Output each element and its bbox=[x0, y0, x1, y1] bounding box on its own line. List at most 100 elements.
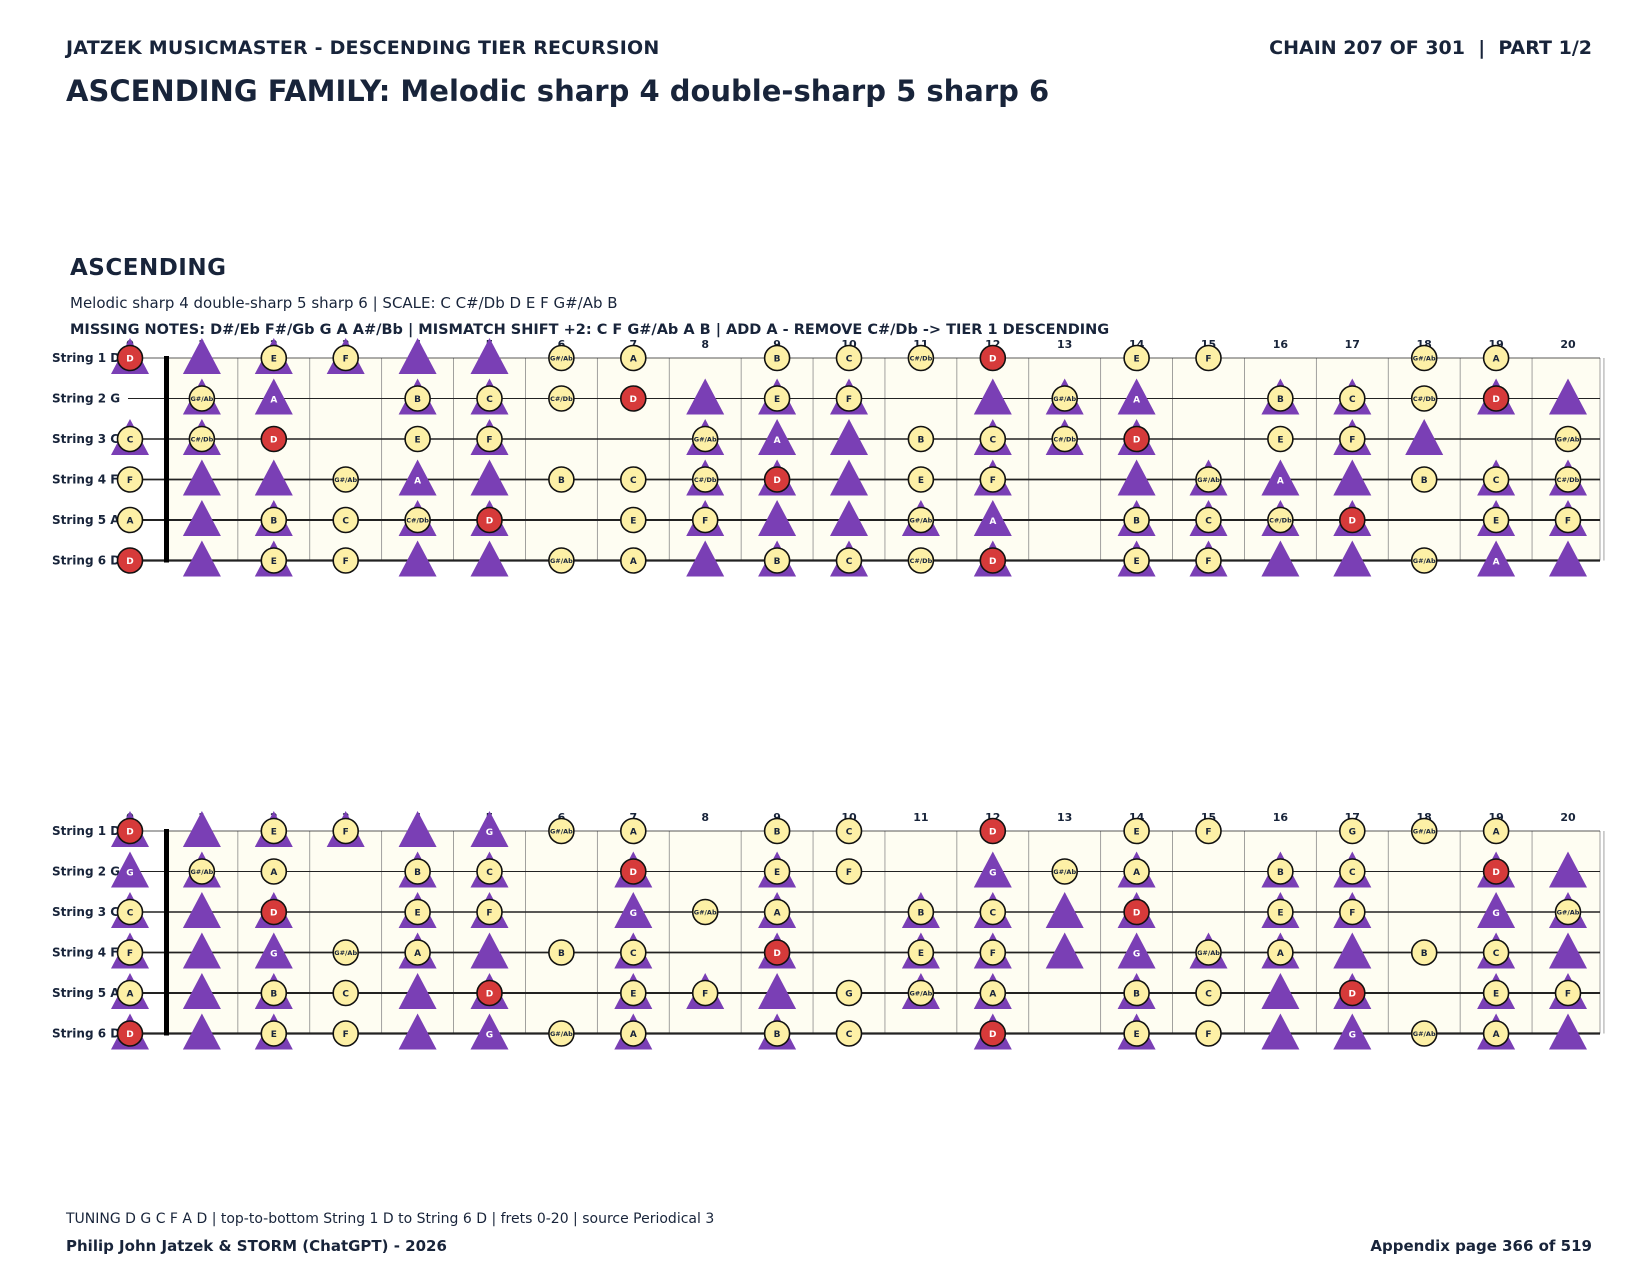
note-marker bbox=[1051, 425, 1078, 453]
fret-number: 9 bbox=[773, 338, 781, 351]
string-label: String 1 D bbox=[52, 351, 120, 365]
fret-number: 17 bbox=[1345, 338, 1360, 351]
note-marker bbox=[1267, 939, 1294, 966]
note-marker bbox=[1339, 817, 1366, 845]
note-marker bbox=[116, 506, 144, 534]
note-marker bbox=[1267, 506, 1294, 534]
note-label: D bbox=[270, 436, 277, 446]
note-label: F bbox=[702, 990, 708, 1000]
note-label: C bbox=[1349, 868, 1356, 878]
note-label: D bbox=[270, 909, 277, 919]
note-label: B bbox=[270, 990, 277, 1000]
note-label: F bbox=[1205, 355, 1211, 365]
interval-triangle-marker bbox=[1117, 378, 1156, 415]
note-label: A bbox=[414, 477, 421, 487]
interval-triangle-marker bbox=[182, 500, 221, 536]
interval-triangle-marker bbox=[398, 459, 437, 496]
note-label: C bbox=[127, 436, 134, 446]
note-label: C bbox=[989, 909, 996, 919]
note-label: C#/Db bbox=[550, 395, 573, 403]
note-label: E bbox=[1493, 990, 1499, 1000]
note-marker bbox=[1123, 979, 1150, 1007]
root-note-marker bbox=[116, 817, 144, 845]
interval-triangle-marker bbox=[1549, 1013, 1587, 1050]
note-label: G bbox=[486, 828, 493, 838]
scale-line: Melodic sharp 4 double-sharp 5 sharp 6 |… bbox=[70, 294, 618, 312]
note-label: B bbox=[774, 557, 781, 567]
note-marker bbox=[1410, 1020, 1438, 1047]
note-marker bbox=[260, 506, 288, 534]
interval-triangle-marker bbox=[973, 851, 1012, 888]
root-note-marker bbox=[979, 817, 1007, 845]
interval-triangle-marker bbox=[182, 459, 221, 496]
interval-triangle-marker bbox=[614, 892, 653, 928]
interval-triangle-marker bbox=[1117, 932, 1156, 969]
note-label: B bbox=[917, 436, 924, 446]
note-label: F bbox=[990, 949, 996, 959]
note-marker bbox=[1195, 939, 1222, 966]
note-label: A bbox=[774, 909, 781, 919]
note-label: F bbox=[990, 476, 996, 486]
note-marker bbox=[1410, 466, 1438, 493]
note-marker bbox=[260, 817, 288, 845]
note-label: E bbox=[774, 868, 780, 878]
note-marker bbox=[1554, 979, 1582, 1007]
note-label: C#/Db bbox=[1413, 395, 1436, 403]
note-label: F bbox=[343, 828, 349, 838]
fret-number: 13 bbox=[1057, 338, 1072, 351]
note-marker bbox=[1123, 817, 1150, 845]
note-marker bbox=[835, 385, 863, 412]
note-label: A bbox=[1277, 949, 1284, 959]
note-label: C bbox=[989, 436, 996, 446]
string-label: String 1 D bbox=[52, 824, 120, 838]
note-label: G bbox=[270, 950, 277, 960]
note-marker bbox=[188, 385, 216, 412]
note-marker bbox=[548, 385, 575, 412]
note-label: D bbox=[1133, 909, 1140, 919]
note-label: F bbox=[127, 949, 133, 959]
interval-triangle-marker bbox=[470, 338, 509, 374]
interval-triangle-marker bbox=[830, 419, 868, 455]
note-label: A bbox=[774, 436, 781, 446]
note-label: C#/Db bbox=[910, 557, 933, 565]
root-note-marker bbox=[619, 858, 647, 885]
note-label: A bbox=[1133, 396, 1140, 406]
fret-number: 6 bbox=[558, 338, 566, 351]
author-credit: Philip John Jatzek & STORM (ChatGPT) - 2… bbox=[66, 1237, 447, 1255]
interval-triangle-marker bbox=[1333, 540, 1372, 577]
note-marker bbox=[260, 979, 288, 1007]
note-marker bbox=[404, 425, 431, 453]
page-number: Appendix page 366 of 519 bbox=[1370, 1237, 1592, 1255]
note-label: C#/Db bbox=[406, 517, 429, 525]
note-label: D bbox=[773, 476, 780, 486]
note-label: G#/Ab bbox=[1197, 949, 1220, 957]
note-label: E bbox=[1134, 355, 1140, 365]
note-marker bbox=[1554, 506, 1582, 534]
note-label: C bbox=[1493, 476, 1500, 486]
interval-triangle-marker bbox=[758, 973, 797, 1009]
fret-number: 9 bbox=[773, 811, 781, 824]
interval-triangle-marker bbox=[1045, 932, 1084, 969]
note-label: G bbox=[126, 869, 133, 879]
note-marker bbox=[404, 898, 431, 926]
note-label: E bbox=[415, 436, 421, 446]
note-marker bbox=[1554, 466, 1582, 493]
note-marker bbox=[260, 1020, 288, 1047]
note-label: D bbox=[773, 949, 780, 959]
note-marker bbox=[1267, 425, 1294, 453]
note-marker bbox=[1339, 425, 1366, 453]
note-marker bbox=[1195, 506, 1222, 534]
note-label: C bbox=[1205, 517, 1212, 527]
note-label: B bbox=[1133, 990, 1140, 1000]
note-marker bbox=[979, 466, 1007, 493]
interval-triangle-marker bbox=[1549, 540, 1587, 577]
note-marker bbox=[691, 466, 719, 493]
note-marker bbox=[404, 858, 431, 885]
interval-triangle-marker bbox=[470, 540, 509, 577]
interval-triangle-marker bbox=[1405, 419, 1444, 455]
note-label: C#/Db bbox=[910, 355, 933, 363]
note-marker bbox=[835, 1020, 863, 1047]
note-label: A bbox=[1493, 558, 1500, 568]
note-label: C bbox=[127, 909, 134, 919]
note-marker bbox=[260, 858, 288, 885]
